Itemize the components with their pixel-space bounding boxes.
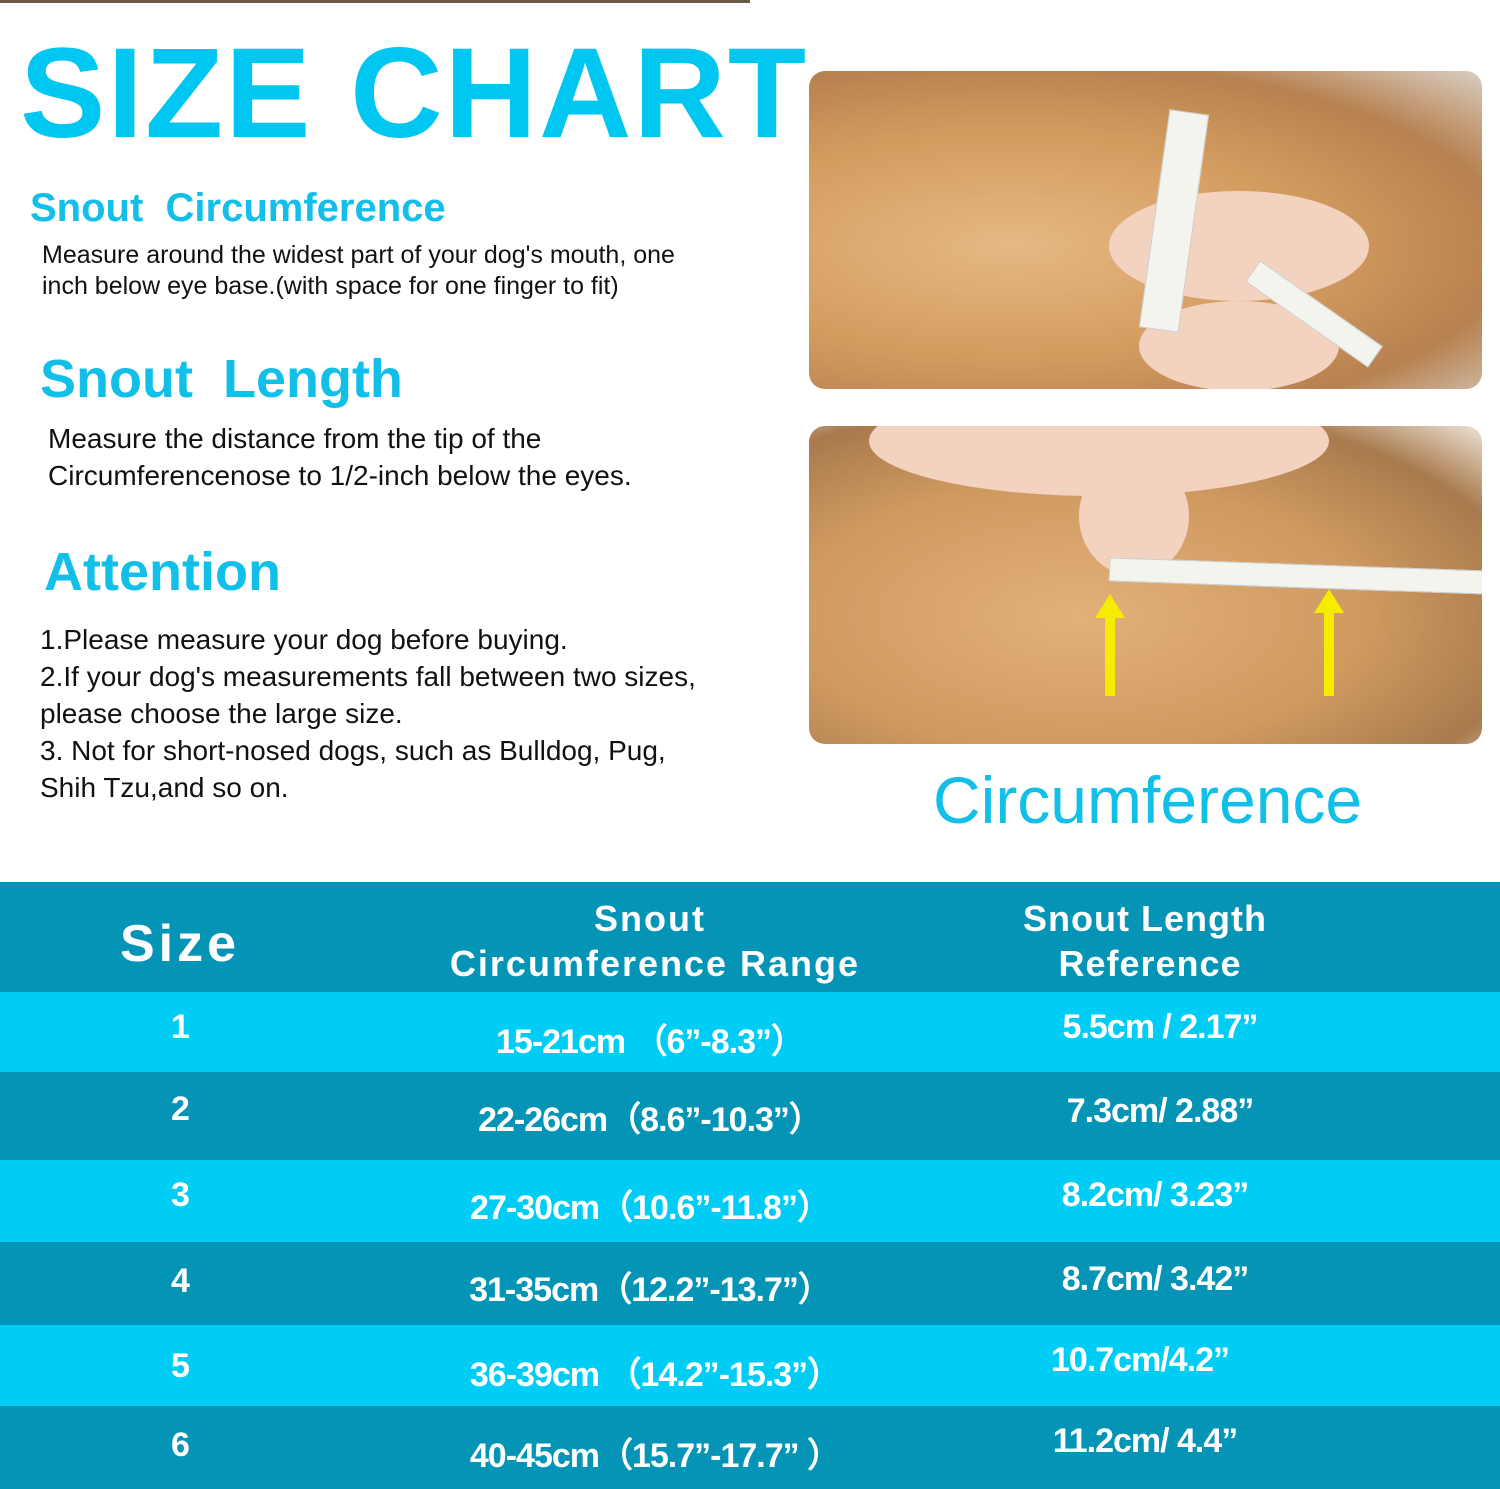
header-len-line1: Snout Length	[1023, 898, 1267, 939]
length-cell: 5.5cm / 2.17”	[1062, 1008, 1259, 1046]
length-cell: 10.7cm/4.2”	[1050, 1341, 1230, 1379]
attention-list: 1.Please measure your dog before buying.…	[40, 621, 720, 806]
attention-item: 2.If your dog's measurements fall betwee…	[40, 661, 696, 729]
arrow-icon	[1095, 594, 1125, 696]
table-row: 1 15-21cm （6”-8.3”） 5.5cm / 2.17”	[0, 992, 1500, 1072]
size-cell: 6	[171, 1426, 190, 1464]
table-row: 2 22-26cm（8.6”-10.3”） 7.3cm/ 2.88”	[0, 1072, 1500, 1160]
header-circ-line1: Snout	[594, 898, 706, 939]
header-size: Size	[119, 915, 241, 973]
arrow-icon	[1314, 589, 1344, 696]
attention-item: 1.Please measure your dog before buying.	[40, 624, 568, 655]
attention-heading: Attention	[44, 542, 281, 602]
length-cell: 11.2cm/ 4.4”	[1052, 1422, 1239, 1460]
circumference-cell: 27-30cm（10.6”-11.8”）	[470, 1189, 831, 1227]
length-text: Measure the distance from the tip of the…	[48, 423, 632, 491]
table-row: 4 31-35cm（12.2”-13.7”） 8.7cm/ 3.42”	[0, 1242, 1500, 1325]
length-heading: Snout Length	[40, 349, 403, 409]
size-cell: 2	[171, 1090, 190, 1128]
size-cell: 1	[171, 1008, 190, 1046]
photo-caption: Circumference	[933, 763, 1363, 837]
size-cell: 3	[171, 1176, 190, 1214]
length-cell: 8.7cm/ 3.42”	[1061, 1260, 1249, 1298]
table-row: 5 36-39cm （14.2”-15.3”） 10.7cm/4.2”	[0, 1325, 1500, 1406]
circumference-cell: 36-39cm （14.2”-15.3”）	[469, 1356, 841, 1394]
page-title: SIZE CHART	[20, 22, 808, 165]
table-row: 6 40-45cm（15.7”-17.7” ） 11.2cm/ 4.4”	[0, 1406, 1500, 1489]
circumference-cell: 15-21cm （6”-8.3”）	[495, 1023, 805, 1061]
circumference-text: Measure around the widest part of your d…	[42, 241, 675, 300]
size-cell: 5	[171, 1347, 190, 1385]
length-cell: 7.3cm/ 2.88”	[1066, 1092, 1254, 1130]
table-header: Size Snout Circumference Range Snout Len…	[0, 882, 1500, 992]
attention-item: 3. Not for short-nosed dogs, such as Bul…	[40, 735, 666, 803]
circumference-cell: 22-26cm（8.6”-10.3”）	[478, 1101, 823, 1139]
length-cell: 8.2cm/ 3.23”	[1061, 1176, 1249, 1214]
size-cell: 4	[171, 1262, 190, 1300]
size-table: Size Snout Circumference Range Snout Len…	[0, 882, 1500, 1489]
snout-length-photo	[809, 426, 1482, 744]
snout-circumference-photo	[809, 71, 1482, 389]
top-photo-edge	[0, 0, 750, 3]
circumference-cell: 40-45cm（15.7”-17.7” ）	[469, 1437, 841, 1475]
circumference-heading: Snout Circumference	[30, 186, 446, 230]
header-len-line2: Reference	[1058, 943, 1242, 984]
circumference-cell: 31-35cm（12.2”-13.7”）	[469, 1271, 832, 1309]
table-row: 3 27-30cm（10.6”-11.8”） 8.2cm/ 3.23”	[0, 1160, 1500, 1242]
header-circ-line2: Circumference Range	[449, 943, 861, 984]
